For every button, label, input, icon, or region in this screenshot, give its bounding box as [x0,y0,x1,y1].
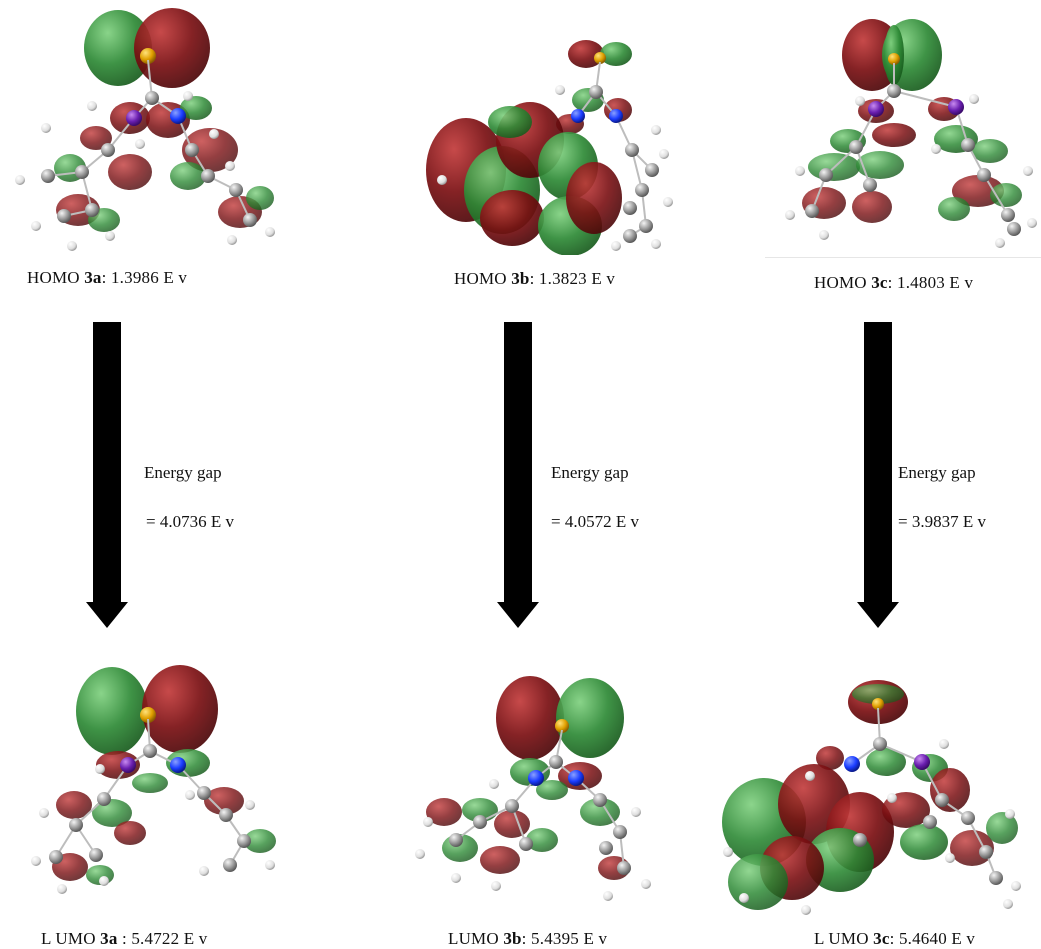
homo-3b-label: HOMO 3b: 1.3823 E v [454,269,616,288]
arrow-3a-shaft [93,322,121,604]
arrow-3c-head [857,602,899,628]
lumo-3b-orbital-render [415,676,651,901]
homo-3b-orbital-render [426,40,673,255]
lumo-3a-label: L UMO 3a : 5.4722 E v [41,929,208,948]
lumo-3b-label: LUMO 3b: 5.4395 E v [448,929,608,948]
energy-gap-3a-label: Energy gap [144,463,222,482]
lumo-3a-orbital-render [31,665,276,894]
arrow-3a-head [86,602,128,628]
homo-3a-orbital-render [15,8,275,251]
arrow-3c-shaft [864,322,892,604]
column-3a: HOMO 3a: 1.3986 E v Energy gap = 4.0736 … [0,0,340,948]
arrow-3b-head [497,602,539,628]
column-3b: HOMO 3b: 1.3823 E v Energy gap = 4.0572 … [400,0,720,948]
energy-gap-3b-value: = 4.0572 E v [551,512,639,531]
lumo-3c-orbital-render [722,680,1021,915]
energy-gap-3c-label: Energy gap [898,463,976,482]
lumo-3c-label: L UMO 3c: 5.4640 E v [814,929,976,948]
column-3c: HOMO 3c: 1.4803 E v Energy gap = 3.9837 … [722,0,1041,948]
energy-gap-3b-label: Energy gap [551,463,629,482]
homo-3c-orbital-render [785,19,1037,248]
homo-3c-frame-line [765,257,1041,258]
arrow-3b-shaft [504,322,532,604]
energy-gap-3a-value: = 4.0736 E v [146,512,234,531]
homo-3c-label: HOMO 3c: 1.4803 E v [814,273,974,292]
homo-3a-label: HOMO 3a: 1.3986 E v [27,268,188,287]
energy-gap-3c-value: = 3.9837 E v [898,512,986,531]
